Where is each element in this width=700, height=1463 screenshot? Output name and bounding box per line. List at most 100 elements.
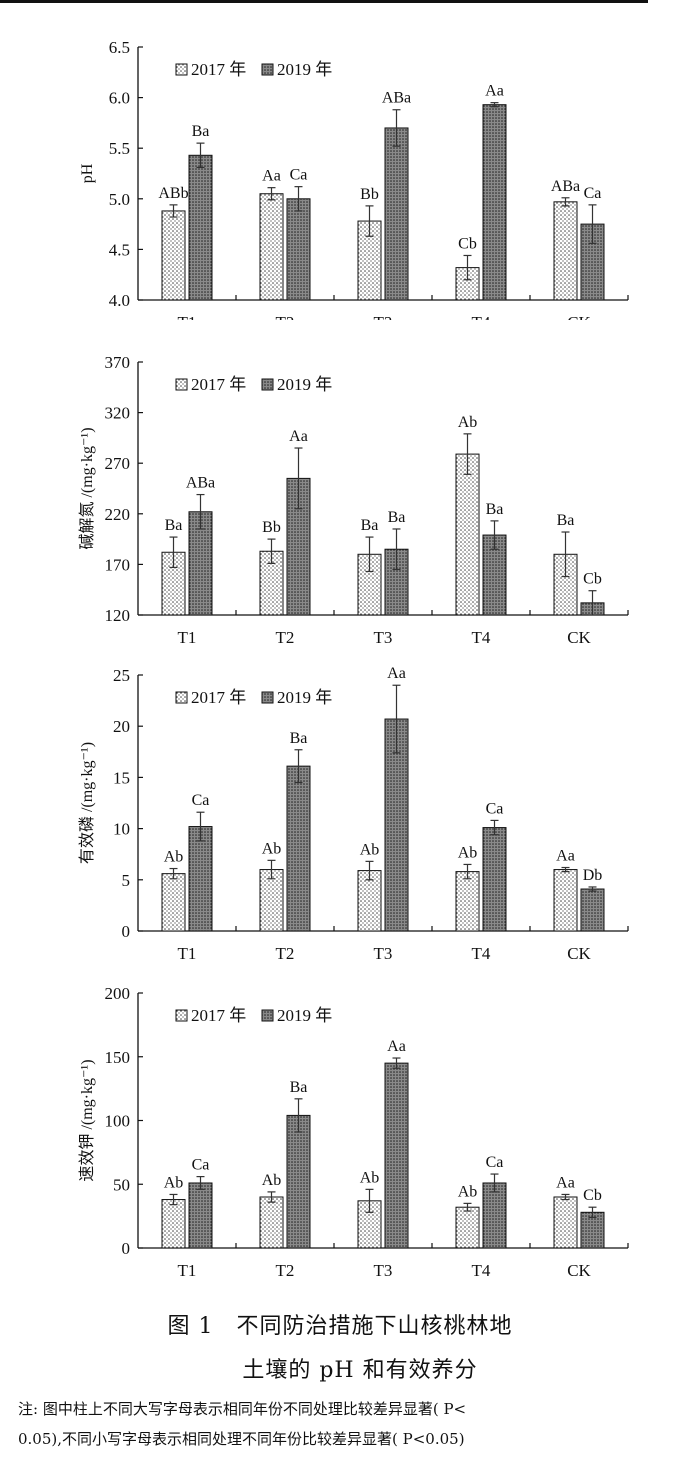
x-tick-label: CK <box>567 313 591 320</box>
significance-label: Ca <box>486 1154 504 1171</box>
y-tick-label: 0 <box>122 1239 131 1258</box>
significance-label: Ca <box>290 167 308 184</box>
y-axis-label: 有效磷 /(mg·kg⁻¹) <box>78 742 96 864</box>
bar-2017 <box>161 210 186 301</box>
significance-label: Ca <box>192 1157 210 1174</box>
y-tick-label: 4.0 <box>109 291 130 310</box>
significance-label: Ba <box>290 730 308 747</box>
significance-label: Ba <box>165 517 183 534</box>
legend-swatch-2017 <box>175 378 188 391</box>
significance-label: Ab <box>164 1174 184 1191</box>
y-axis-label: 碱解氮 /(mg·kg⁻¹) <box>78 427 96 549</box>
significance-label: Ab <box>458 844 478 861</box>
y-tick-label: 5.5 <box>109 139 130 158</box>
legend-swatch-2019 <box>261 378 274 391</box>
y-tick-label: 15 <box>113 768 130 787</box>
y-tick-label: 0 <box>122 922 131 941</box>
x-tick-label: T1 <box>178 313 197 320</box>
x-tick-label: T1 <box>178 944 197 963</box>
y-tick-label: 5 <box>122 871 131 890</box>
legend-label: 2019 年 <box>277 375 332 394</box>
significance-label: Aa <box>387 665 406 682</box>
y-tick-label: 6.5 <box>109 38 130 57</box>
x-tick-label: T3 <box>374 313 393 320</box>
significance-label: Ca <box>486 800 504 817</box>
bar-2017 <box>553 201 578 301</box>
x-tick-label: T2 <box>276 944 295 963</box>
bar-2019 <box>188 154 213 301</box>
figure-caption-line2: 土壤的 pH 和有效养分 <box>242 1358 478 1383</box>
x-tick-label: T3 <box>374 944 393 963</box>
significance-label: Aa <box>289 428 308 445</box>
significance-label: Ab <box>458 414 478 431</box>
y-tick-label: 370 <box>105 353 131 372</box>
legend-label: 2019 年 <box>277 688 332 707</box>
x-tick-label: T3 <box>374 628 393 645</box>
y-tick-label: 50 <box>113 1175 130 1194</box>
y-tick-label: 200 <box>105 984 131 1003</box>
bar-2019 <box>482 1182 507 1249</box>
significance-label: Aa <box>387 1038 406 1055</box>
bar-2017 <box>259 193 284 301</box>
bar-2019 <box>188 1182 213 1249</box>
legend-swatch-2017 <box>175 691 188 704</box>
y-tick-label: 6.0 <box>109 89 130 108</box>
significance-label: Ba <box>388 509 406 526</box>
legend-swatch-2017 <box>175 63 188 76</box>
legend-label: 2017 年 <box>191 60 246 79</box>
bar-2017 <box>161 1199 186 1249</box>
bar-2019 <box>482 104 507 301</box>
significance-label: Aa <box>556 1174 575 1191</box>
figure-note-line2: 0.05),不同小写字母表示相同处理不同年份比较差异显著( P<0.05) <box>18 1430 465 1448</box>
y-tick-label: 320 <box>105 404 131 423</box>
bar-2019 <box>286 198 311 301</box>
bar-2019 <box>482 827 507 932</box>
bar-2017 <box>553 1196 578 1249</box>
y-axis-label: pH <box>79 163 96 183</box>
significance-label: Aa <box>485 83 504 100</box>
significance-label: Db <box>583 867 603 884</box>
y-tick-label: 150 <box>105 1048 131 1067</box>
y-tick-label: 220 <box>105 505 131 524</box>
legend-swatch-2017 <box>175 1009 188 1022</box>
significance-label: Ba <box>486 501 504 518</box>
significance-label: Cb <box>583 571 602 588</box>
x-tick-label: CK <box>567 628 591 645</box>
significance-label: Cb <box>583 1187 602 1204</box>
significance-label: Ba <box>557 512 575 529</box>
top-rule <box>0 0 648 3</box>
significance-label: Ba <box>192 123 210 140</box>
significance-label: ABb <box>158 185 188 202</box>
y-tick-label: 120 <box>105 606 131 625</box>
x-tick-label: T1 <box>178 1261 197 1280</box>
legend-swatch-2019 <box>261 691 274 704</box>
chart-svg: 120 170 220 270 320 370 碱解氮 /(mg·kg⁻¹) T1 Ba ABa T… <box>78 353 629 647</box>
available-phosphorus-chart: 0 5 10 15 20 25 有效磷 /(mg·kg⁻¹) T1 Ab Ca T2 Ab Ba T3 Ab… <box>0 660 700 965</box>
figure-caption-line1: 图 1 不同防治措施下山核桃林地 <box>167 1314 513 1339</box>
x-tick-label: T3 <box>374 1261 393 1280</box>
chart-svg: 0 50 100 150 200 速效钾 /(mg·kg⁻¹) T1 Ab Ca T2 Ab Ba T3… <box>78 984 629 1280</box>
y-axis-label: 速效钾 /(mg·kg⁻¹) <box>78 1059 96 1181</box>
chart-svg: 4.0 4.5 5.0 5.5 6.0 6.5 pH T1 ABb Ba T2 Aa Ca T3 Bb ABa… <box>79 38 629 332</box>
significance-label: Aa <box>262 168 281 185</box>
significance-label: Ab <box>458 1183 478 1200</box>
legend-label: 2019 年 <box>277 60 332 79</box>
y-tick-label: 170 <box>105 555 131 574</box>
bar-2017 <box>259 1196 284 1249</box>
significance-label: ABa <box>186 475 215 492</box>
legend-label: 2017 年 <box>191 375 246 394</box>
bar-2017 <box>161 873 186 932</box>
available-potassium-chart: 0 50 100 150 200 速效钾 /(mg·kg⁻¹) T1 Ab Ca T2 Ab Ba T3… <box>0 978 700 1283</box>
significance-label: Ca <box>584 185 602 202</box>
significance-label: Ab <box>360 1169 380 1186</box>
legend-label: 2017 年 <box>191 1006 246 1025</box>
significance-label: Ab <box>360 841 380 858</box>
significance-label: Ba <box>361 517 379 534</box>
bar-2019 <box>384 127 409 301</box>
figure-note-line1: 注: 图中柱上不同大写字母表示相同年份不同处理比较差异显著( P< <box>18 1400 467 1418</box>
bar-2019 <box>384 1062 409 1249</box>
y-tick-label: 270 <box>105 454 131 473</box>
significance-label: Ab <box>164 849 184 866</box>
x-tick-label: T4 <box>472 944 491 963</box>
significance-label: Bb <box>360 186 379 203</box>
